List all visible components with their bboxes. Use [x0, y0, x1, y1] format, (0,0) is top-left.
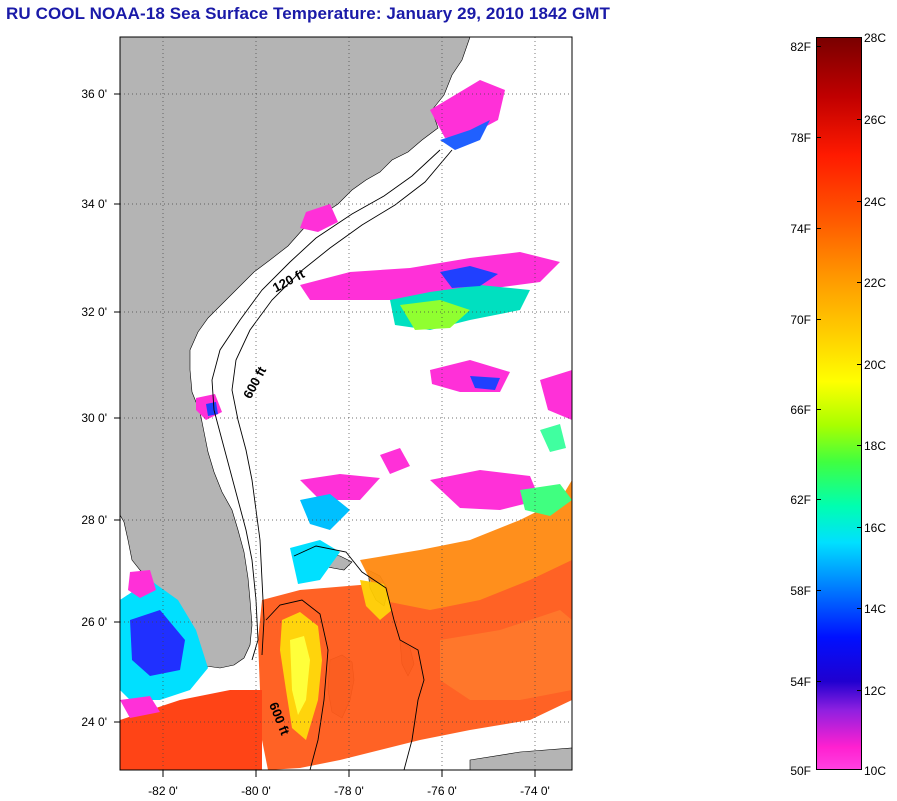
colorbar-label-f: 62F: [790, 493, 811, 507]
colorbar-tick-c: [857, 282, 862, 283]
colorbar-label-f: 54F: [790, 675, 811, 689]
colorbar-label-f: 78F: [790, 131, 811, 145]
colorbar-tick-f: [816, 499, 821, 500]
sst-warm-water: [120, 480, 572, 770]
isobath-120ft: [211, 149, 441, 661]
colorbar-label-c: 12C: [864, 684, 887, 698]
colorbar-tick-f: [816, 46, 821, 47]
lat-label: 34 0': [81, 197, 107, 211]
colorbar-label-f: 66F: [790, 403, 811, 417]
colorbar-tick-f: [816, 137, 821, 138]
colorbar-tick-f: [816, 590, 821, 591]
colorbar-label-c: 16C: [864, 521, 887, 535]
colorbar-tick-c: [857, 364, 862, 365]
lon-label: -80 0': [241, 784, 271, 798]
colorbar-tick-c: [857, 527, 862, 528]
isobath-bahamas: [293, 545, 425, 771]
colorbar-tick-c: [857, 119, 862, 120]
colorbar-tick-f: [816, 681, 821, 682]
colorbar-label-c: 10C: [864, 764, 887, 778]
map-title: RU COOL NOAA-18 Sea Surface Temperature:…: [6, 4, 611, 23]
colorbar-label-c: 18C: [864, 439, 887, 453]
temperature-colorbar: [816, 37, 862, 770]
lon-label: -78 0': [334, 784, 364, 798]
sst-cool-patches: [120, 80, 572, 718]
colorbar-label-c: 22C: [864, 276, 887, 290]
colorbar-label-c: 28C: [864, 31, 887, 45]
colorbar-label-c: 20C: [864, 358, 887, 372]
lat-label: 30 0': [81, 411, 107, 425]
lon-label: -76 0': [427, 784, 457, 798]
lon-label: -74 0': [520, 784, 550, 798]
lat-label: 26 0': [81, 615, 107, 629]
lon-ticks: [162, 770, 536, 777]
lon-label: -82 0': [148, 784, 178, 798]
colorbar-tick-f: [816, 409, 821, 410]
colorbar-label-f: 74F: [790, 222, 811, 236]
lat-ticks: [114, 93, 120, 723]
colorbar-tick-f: [816, 319, 821, 320]
map-frame: [119, 36, 573, 771]
colorbar-tick-f: [816, 228, 821, 229]
lat-label: 28 0': [81, 513, 107, 527]
isobath-bahamas-west: [265, 599, 329, 771]
colorbar-tick-c: [857, 690, 862, 691]
isobath-600ft: [231, 149, 453, 656]
lat-label: 24 0': [81, 715, 107, 729]
colorbar-label-f: 70F: [790, 313, 811, 327]
colorbar-label-f: 82F: [790, 40, 811, 54]
colorbar-label-c: 14C: [864, 602, 887, 616]
lat-label: 36 0': [81, 87, 107, 101]
colorbar-tick-c: [857, 608, 862, 609]
colorbar-label-f: 58F: [790, 584, 811, 598]
colorbar-label-c: 26C: [864, 113, 887, 127]
colorbar-label-c: 24C: [864, 195, 887, 209]
lat-label: 32 0': [81, 305, 107, 319]
colorbar-tick-c: [857, 201, 862, 202]
isobath-contours: [211, 149, 453, 771]
colorbar-tick-c: [857, 445, 862, 446]
colorbar-label-f: 50F: [790, 764, 811, 778]
graticule: [120, 37, 572, 770]
